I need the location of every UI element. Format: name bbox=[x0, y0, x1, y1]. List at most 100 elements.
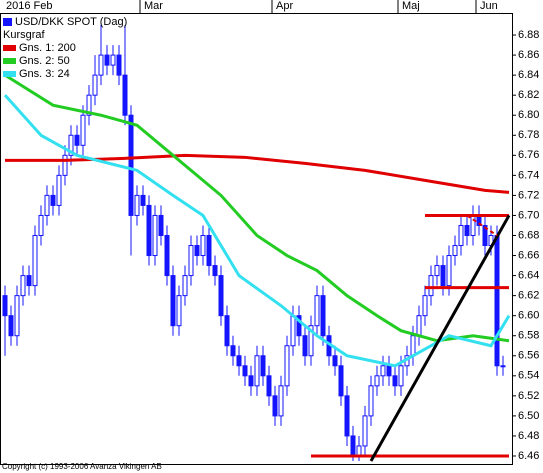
y-tick-label: 6.56 bbox=[518, 350, 539, 362]
candle-body bbox=[200, 234, 206, 257]
candle-body bbox=[56, 174, 62, 206]
legend-label: Gns. 1: 200 bbox=[19, 42, 76, 54]
candle-body bbox=[470, 214, 476, 236]
y-tick-label: 6.82 bbox=[518, 89, 539, 101]
candle-body bbox=[242, 365, 248, 377]
candle-body bbox=[86, 94, 92, 116]
candle-body bbox=[284, 345, 290, 387]
y-tick-label: 6.54 bbox=[518, 370, 539, 382]
y-tick-label: 6.84 bbox=[518, 69, 539, 81]
candle-body bbox=[74, 134, 80, 146]
y-tick-label: 6.70 bbox=[518, 209, 539, 221]
candle-body bbox=[350, 435, 356, 457]
y-tick-label: 6.50 bbox=[518, 410, 539, 422]
candle-body bbox=[116, 54, 122, 76]
y-tick-label: 6.58 bbox=[518, 330, 539, 342]
candle-body bbox=[152, 214, 158, 257]
y-tick-label: 6.76 bbox=[518, 149, 539, 161]
candle-body bbox=[440, 265, 446, 287]
candle-body bbox=[296, 315, 302, 337]
candle-body bbox=[266, 375, 272, 397]
trend-line bbox=[369, 214, 511, 462]
y-tick-label: 6.88 bbox=[518, 29, 539, 41]
candle-body bbox=[80, 114, 86, 146]
trend-line bbox=[466, 214, 498, 237]
candle-body bbox=[314, 295, 320, 327]
y-tick-label: 6.52 bbox=[518, 390, 539, 402]
candle-body bbox=[308, 325, 314, 357]
candle-body bbox=[176, 295, 182, 327]
candle-body bbox=[110, 54, 116, 66]
candle-body bbox=[356, 445, 362, 457]
candle-body bbox=[482, 224, 488, 247]
moving-average bbox=[4, 73, 510, 343]
candle-body bbox=[170, 275, 176, 327]
candle-body bbox=[188, 245, 194, 277]
candle-body bbox=[206, 234, 212, 267]
candle-body bbox=[158, 214, 164, 236]
candle-body bbox=[68, 134, 74, 156]
legend-swatch bbox=[3, 71, 16, 77]
candle-body bbox=[494, 234, 500, 367]
copyright: Copyright (c) 1993-2006 Avanza Vikingen … bbox=[2, 462, 162, 471]
candle-body bbox=[8, 315, 14, 337]
month-label: Maj bbox=[402, 0, 420, 12]
candle-body bbox=[320, 295, 326, 337]
y-tick-label: 6.68 bbox=[518, 229, 539, 241]
candle-body bbox=[218, 275, 224, 317]
legend-swatch bbox=[3, 45, 16, 51]
candle-body bbox=[32, 234, 38, 287]
candle-body bbox=[134, 194, 140, 216]
candle-body bbox=[248, 375, 254, 387]
y-tick-label: 6.86 bbox=[518, 49, 539, 61]
candle-body bbox=[224, 315, 230, 347]
month-label: 2016 Feb bbox=[6, 0, 52, 12]
candle-body bbox=[26, 275, 32, 287]
candle-body bbox=[98, 54, 104, 76]
candle-body bbox=[2, 295, 8, 317]
candle-body bbox=[230, 345, 236, 357]
y-tick-label: 6.62 bbox=[518, 290, 539, 302]
candle-body bbox=[368, 385, 374, 417]
month-label: Apr bbox=[276, 0, 293, 12]
candle-body bbox=[272, 395, 278, 417]
candle-body bbox=[392, 375, 398, 387]
y-tick-label: 6.46 bbox=[518, 450, 539, 462]
candle-body bbox=[164, 234, 170, 277]
y-tick-label: 6.74 bbox=[518, 169, 539, 181]
candle-body bbox=[446, 255, 452, 287]
candle-body bbox=[44, 194, 50, 216]
candle-body bbox=[146, 204, 152, 257]
candle-body bbox=[434, 265, 440, 277]
candle-body bbox=[212, 265, 218, 277]
candle-body bbox=[398, 365, 404, 387]
candle-body bbox=[458, 224, 464, 247]
month-label: Mar bbox=[144, 0, 163, 12]
legend-label: Gns. 3: 24 bbox=[19, 68, 70, 80]
y-tick-label: 6.48 bbox=[518, 430, 539, 442]
legend-label: USD/DKK SPOT (Dag) bbox=[15, 16, 127, 28]
candle-body bbox=[182, 275, 188, 297]
candle-body bbox=[422, 295, 428, 317]
candle-body bbox=[452, 245, 458, 257]
y-tick-label: 6.80 bbox=[518, 109, 539, 121]
candle-body bbox=[380, 365, 386, 377]
candle-body bbox=[50, 194, 56, 206]
candle-body bbox=[344, 395, 350, 437]
candle-body bbox=[254, 355, 260, 387]
candle-body bbox=[290, 315, 296, 347]
legend-label: Gns. 2: 50 bbox=[19, 55, 70, 67]
candle-body bbox=[428, 275, 434, 297]
candle-body bbox=[194, 245, 200, 257]
candle-body bbox=[386, 365, 392, 377]
candle-body bbox=[20, 275, 26, 297]
legend-swatch bbox=[3, 18, 12, 26]
candle-body bbox=[104, 54, 110, 66]
legend-heading: Kursgraf bbox=[3, 29, 46, 41]
candle-body bbox=[14, 295, 20, 337]
candle-body bbox=[62, 154, 68, 176]
month-label: Jun bbox=[480, 0, 498, 12]
y-tick-label: 6.72 bbox=[518, 189, 539, 201]
candle-body bbox=[38, 214, 44, 236]
y-tick-label: 6.64 bbox=[518, 269, 539, 281]
